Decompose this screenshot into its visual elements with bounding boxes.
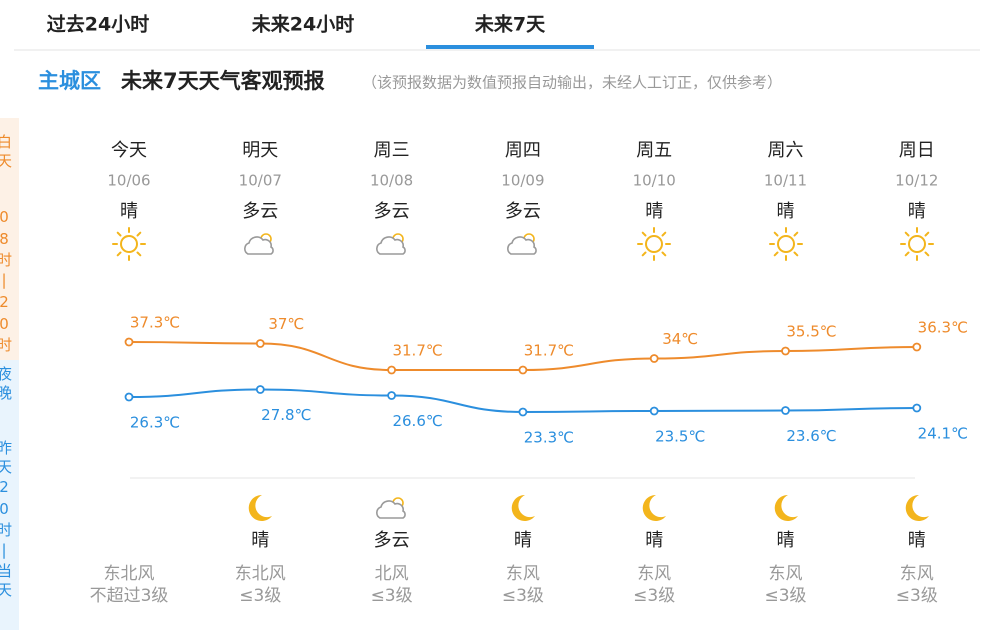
- temperature-point: [781, 406, 790, 415]
- tab[interactable]: 过去24小时: [47, 13, 149, 36]
- day-name: 周日: [899, 140, 935, 161]
- wind: 东北风: [235, 564, 286, 584]
- wind-level: ≤3级: [239, 586, 281, 606]
- temperature-label: 37℃: [268, 315, 304, 333]
- tab[interactable]: 未来7天: [474, 13, 546, 36]
- wind-level: ≤3级: [764, 586, 806, 606]
- temperature-point: [649, 354, 659, 363]
- wind: 东风: [506, 564, 540, 584]
- temperature-point: [255, 385, 265, 394]
- wind: 东风: [769, 564, 803, 584]
- night-strip: [0, 360, 19, 630]
- day-name: 明天: [242, 140, 278, 161]
- day-weather: 晴: [908, 201, 926, 222]
- temperature-label: 31.7℃: [392, 342, 442, 360]
- icons: [112, 227, 934, 521]
- day-weather: 多云: [242, 201, 278, 222]
- temperature-point: [124, 337, 134, 347]
- day-date: 10/07: [239, 172, 282, 190]
- temperature-point: [387, 365, 397, 375]
- day-weather: 多云: [505, 201, 541, 222]
- wind: 北风: [375, 564, 409, 584]
- page-title: 未来7天天气客观预报: [121, 69, 325, 93]
- day-name: 周五: [636, 140, 672, 161]
- day-date: 10/06: [107, 172, 150, 190]
- night-weather: 晴: [777, 530, 795, 551]
- wind-level: ≤3级: [633, 586, 675, 606]
- temperature-label: 31.7℃: [524, 342, 574, 360]
- day-date: 10/12: [895, 172, 938, 190]
- temperature-point: [518, 407, 528, 417]
- temperature-label: 26.3℃: [130, 414, 180, 432]
- temperature-label: 23.5℃: [655, 428, 705, 446]
- temperature-point: [649, 406, 659, 416]
- wind-level: 不超过3级: [90, 586, 169, 606]
- active-tab-indicator: [426, 45, 594, 49]
- day-name: 今天: [111, 140, 147, 161]
- tab[interactable]: 未来24小时: [251, 13, 354, 36]
- day-name: 周四: [505, 140, 541, 161]
- day-name: 周三: [374, 140, 410, 161]
- night-weather: 多云: [374, 530, 410, 551]
- temperature-point: [255, 339, 265, 348]
- day-name: 周六: [768, 140, 804, 161]
- district: 主城区: [38, 69, 101, 93]
- side-label: 夜晚: [0, 366, 13, 404]
- day-weather: 晴: [120, 201, 138, 222]
- temperature-point: [781, 346, 790, 356]
- day-date: 10/11: [764, 172, 807, 190]
- side-time: 08时|20时: [0, 208, 13, 356]
- wind: 东风: [900, 564, 934, 584]
- temperature-label: 27.8℃: [261, 406, 311, 424]
- day-strip: [0, 118, 19, 360]
- night-weather: 晴: [514, 530, 532, 551]
- temperature-point: [518, 365, 528, 375]
- side-time: 昨天20时|当天: [0, 440, 13, 601]
- temperature-point: [912, 403, 922, 413]
- temperature-point: [387, 391, 397, 400]
- temperature-label: 36.3℃: [918, 319, 968, 337]
- night-weather: 晴: [645, 530, 663, 551]
- wind: 东风: [637, 564, 671, 584]
- temperature-label: 35.5℃: [786, 323, 836, 341]
- temperature-point: [124, 392, 134, 402]
- side-label: 白天: [0, 134, 13, 172]
- day-weather: 晴: [645, 201, 663, 222]
- temperature-label: 37.3℃: [130, 314, 180, 332]
- page-note: （该预报数据为数值预报自动输出，未经人工订正，仅供参考）: [362, 74, 782, 92]
- temperature-label: 24.1℃: [918, 425, 968, 443]
- temperature-point: [912, 342, 922, 352]
- temperature-label: 26.6℃: [392, 412, 442, 430]
- day-weather: 晴: [777, 201, 795, 222]
- wind: 东北风: [104, 564, 155, 584]
- day-weather: 多云: [374, 201, 410, 222]
- temperature-label: 34℃: [662, 330, 698, 348]
- temperature-label: 23.6℃: [786, 427, 836, 445]
- night-weather: 晴: [908, 530, 926, 551]
- night-weather: 晴: [251, 530, 269, 551]
- wind-level: ≤3级: [371, 586, 413, 606]
- wind-level: ≤3级: [896, 586, 938, 606]
- day-date: 10/08: [370, 172, 413, 190]
- wind-level: ≤3级: [502, 586, 544, 606]
- temperature-label: 23.3℃: [524, 429, 574, 447]
- day-date: 10/10: [633, 172, 676, 190]
- day-date: 10/09: [501, 172, 544, 190]
